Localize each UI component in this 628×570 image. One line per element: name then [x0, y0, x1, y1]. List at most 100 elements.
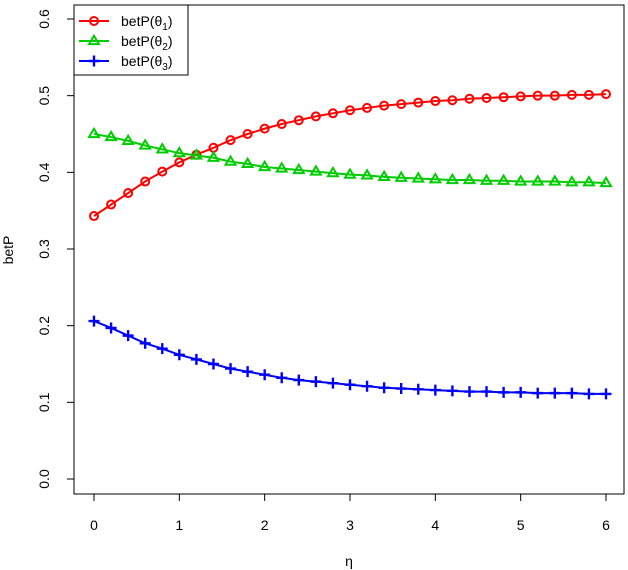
series-2-point: [104, 129, 118, 142]
series-2-point: [257, 159, 272, 172]
series-2-point: [548, 174, 562, 186]
series-2-point: [445, 172, 460, 185]
series-2-point: [565, 175, 579, 187]
y-tick-label: 0.2: [36, 316, 52, 336]
series-2-point: [343, 167, 357, 179]
series-3-point: [105, 322, 117, 334]
series-3-point: [498, 386, 510, 398]
series-2-point: [377, 169, 391, 182]
y-axis-title: betP: [0, 236, 16, 265]
series-3-point: [310, 376, 322, 388]
series-1-point: [601, 89, 611, 100]
series-3-point: [395, 383, 407, 395]
series-2-point: [87, 126, 101, 139]
legend-label: betP(θ2): [121, 33, 172, 53]
series-2-point: [513, 174, 528, 186]
series-1-point: [447, 95, 458, 106]
y-tick-label: 0.5: [36, 86, 52, 106]
series-2-point: [411, 171, 425, 183]
series-3-point: [412, 383, 424, 395]
series-2-point: [531, 174, 545, 186]
series-3-point: [583, 388, 595, 400]
series-2-point: [360, 168, 374, 180]
series-2-line: [93, 133, 607, 185]
series-1-point: [396, 99, 407, 110]
series-2-point: [496, 173, 511, 185]
x-tick-label: 1: [175, 517, 183, 533]
legend-item-1: betP(θ1): [79, 13, 172, 33]
x-axis: 0 1 2 3 4 5 6: [90, 493, 610, 533]
y-tick-label: 0.3: [36, 239, 52, 259]
series-3-point: [549, 387, 561, 399]
x-tick-label: 0: [90, 517, 98, 533]
legend-item-3: betP(θ3): [79, 53, 172, 73]
legend-swatch-marker: [88, 55, 100, 67]
series-1-point: [464, 93, 475, 104]
series-1-point: [259, 123, 270, 134]
series-2-point: [275, 161, 289, 173]
series-3-point: [446, 385, 458, 397]
series-3-point: [378, 382, 390, 394]
series-1-point: [566, 89, 577, 100]
series-1-point: [583, 89, 594, 100]
series-3-point: [190, 353, 202, 365]
series-1-point: [310, 111, 321, 122]
series-2-point: [326, 165, 340, 178]
series-3-point: [276, 372, 288, 384]
series-2-point: [138, 138, 152, 150]
series-2-point: [206, 150, 221, 162]
y-tick-label: 0.6: [36, 9, 52, 29]
series-1-point: [123, 188, 134, 199]
series-3-point: [600, 388, 612, 400]
series-layer: [87, 89, 613, 400]
series-1-point: [345, 105, 355, 116]
series-3-point: [173, 349, 185, 361]
series-1-point: [549, 90, 560, 101]
series-2-point: [240, 156, 255, 169]
series-1: [89, 89, 611, 222]
series-2-point: [582, 175, 596, 187]
series-1-point: [225, 135, 236, 146]
series-3-point: [225, 363, 237, 375]
series-3-point: [259, 369, 271, 381]
x-axis-title: η: [345, 553, 353, 569]
series-2-point: [155, 142, 169, 154]
series-3-point: [344, 379, 356, 391]
series-3-point: [88, 315, 100, 327]
series-2-point: [292, 162, 306, 175]
plot-area-border: [73, 4, 625, 495]
series-1-point: [481, 92, 492, 103]
legend-swatch-marker: [87, 33, 101, 46]
series-1-point: [140, 176, 151, 187]
series-1-point: [174, 157, 185, 168]
legend-label: betP(θ3): [121, 53, 172, 73]
series-1-point: [498, 92, 509, 103]
legend-swatch-marker: [89, 16, 99, 26]
series-3-point: [327, 377, 339, 389]
series-1-point: [276, 119, 287, 130]
y-tick-label: 0.0: [36, 469, 52, 489]
series-3: [88, 315, 612, 400]
series-3-point: [361, 380, 373, 392]
y-tick-label: 0.4: [36, 162, 52, 182]
series-1-point: [106, 199, 117, 210]
y-tick-label: 0.1: [36, 392, 52, 412]
legend-label: betP(θ1): [121, 13, 172, 33]
series-1-line: [93, 93, 607, 217]
series-2: [87, 126, 613, 188]
series-3-point: [122, 330, 134, 342]
series-2-point: [479, 173, 494, 185]
series-1-point: [362, 102, 373, 113]
series-1-point: [293, 115, 304, 126]
series-3-point: [463, 386, 475, 398]
series-2-point: [121, 133, 135, 146]
series-2-point: [394, 170, 408, 182]
series-3-point: [481, 386, 493, 398]
x-tick-label: 2: [261, 517, 269, 533]
series-3-point: [139, 337, 151, 349]
series-3-point: [207, 358, 219, 370]
series-1-point: [242, 129, 253, 139]
series-1-point: [157, 166, 168, 177]
series-2-point: [223, 154, 238, 166]
